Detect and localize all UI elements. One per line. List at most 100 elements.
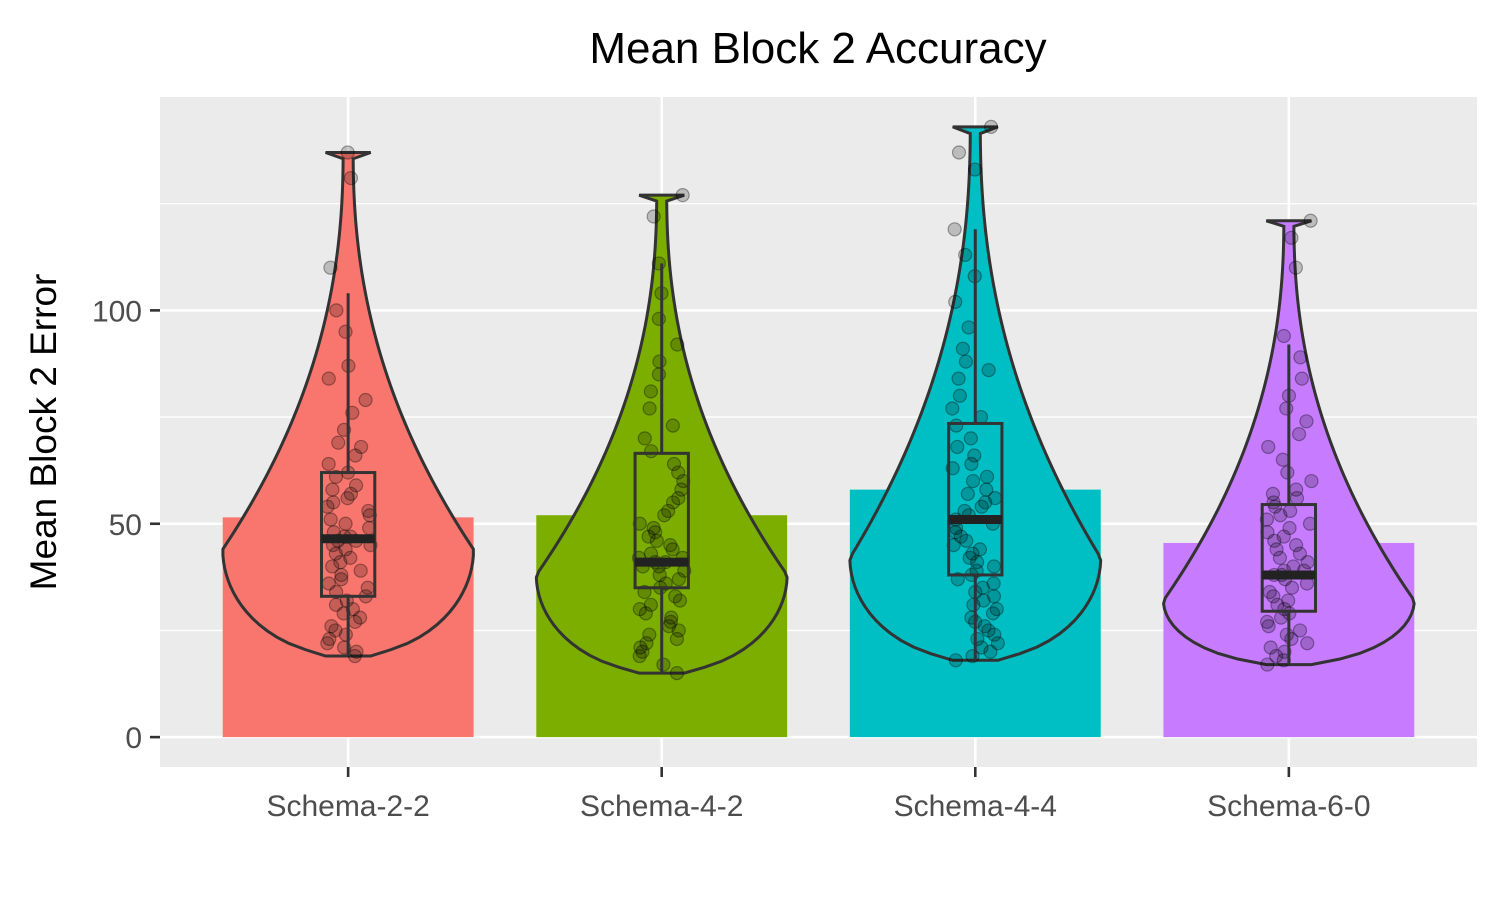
data-point [328, 546, 343, 561]
data-point [632, 602, 647, 617]
data-point [671, 465, 686, 480]
data-point [972, 542, 988, 557]
data-point [651, 367, 667, 382]
data-point [641, 529, 656, 544]
data-point [983, 119, 999, 134]
data-point [343, 550, 358, 565]
data-point [983, 644, 998, 659]
data-point [1279, 401, 1294, 416]
data-point [977, 619, 992, 634]
data-point [338, 324, 353, 339]
data-point [963, 431, 978, 446]
data-point [1260, 657, 1275, 672]
data-point [635, 644, 650, 659]
data-point [334, 572, 349, 587]
data-point [353, 439, 369, 455]
data-point [986, 576, 1001, 591]
data-point [1294, 371, 1309, 386]
data-point [981, 623, 996, 638]
data-point [646, 520, 661, 536]
data-point [960, 486, 975, 501]
data-point [666, 456, 682, 472]
data-point [1292, 546, 1307, 561]
data-point [338, 516, 353, 531]
data-point [632, 648, 647, 664]
data-point [948, 653, 963, 668]
data-point [976, 593, 991, 608]
data-point [652, 567, 667, 583]
data-point [325, 482, 340, 497]
data-point [663, 537, 678, 553]
data-point [668, 589, 683, 604]
data-point [642, 401, 657, 416]
data-point [669, 666, 685, 681]
data-point [656, 657, 671, 672]
data-point [669, 631, 685, 647]
data-point [1269, 542, 1284, 557]
data-point [675, 188, 690, 203]
data-point [649, 533, 664, 548]
data-point [672, 593, 688, 608]
data-point [1269, 648, 1284, 664]
data-point [1289, 491, 1305, 506]
data-point [644, 444, 659, 459]
box-iqr [947, 421, 1004, 577]
data-point [958, 247, 973, 262]
data-point [326, 495, 341, 510]
data-point [643, 384, 658, 399]
data-point [665, 418, 680, 433]
y-tick-label: 50 [109, 509, 142, 542]
data-point [352, 610, 368, 625]
data-point [1272, 550, 1288, 565]
data-point [331, 435, 346, 450]
data-point [1276, 529, 1291, 544]
data-point [989, 602, 1004, 617]
data-point [651, 256, 666, 271]
data-point [978, 495, 993, 510]
data-point [665, 495, 681, 510]
data-point [348, 478, 364, 493]
box-iqr [1260, 503, 1318, 613]
x-tick-label: Schema-6-0 [1207, 790, 1370, 823]
axes: 0 50 100 Schema-2-2 Schema-4-2 Schema-4-4 Sche… [92, 295, 1371, 823]
data-point [987, 627, 1002, 642]
data-point [981, 363, 996, 378]
data-point [348, 448, 363, 463]
data-point [328, 597, 344, 612]
data-point [664, 610, 679, 625]
x-tick-label: Schema-4-2 [580, 790, 743, 823]
data-point [962, 550, 977, 565]
data-point [333, 555, 348, 570]
data-point [965, 648, 980, 664]
data-point [1266, 589, 1281, 604]
box-iqr [633, 451, 690, 590]
data-point [323, 512, 338, 527]
data-point [648, 525, 663, 540]
data-point [979, 469, 995, 484]
data-point [990, 636, 1005, 651]
data-point [334, 567, 349, 583]
data-point [949, 418, 964, 433]
data-point [671, 623, 686, 638]
data-point [671, 572, 686, 587]
data-point [953, 529, 968, 544]
data-point [324, 619, 339, 634]
data-point [1281, 593, 1296, 608]
data-point [349, 644, 364, 659]
data-point [1263, 640, 1278, 655]
data-point [961, 320, 976, 335]
data-point [985, 606, 1001, 621]
data-point [665, 542, 680, 557]
data-point [967, 448, 982, 463]
data-point [979, 482, 994, 497]
data-point [1261, 439, 1276, 455]
data-point [652, 354, 667, 369]
data-point [671, 491, 686, 506]
data-point [1304, 473, 1319, 489]
data-point [321, 456, 336, 472]
data-point [343, 486, 359, 501]
data-point [638, 606, 653, 621]
data-point [948, 294, 963, 309]
data-point [643, 597, 658, 612]
